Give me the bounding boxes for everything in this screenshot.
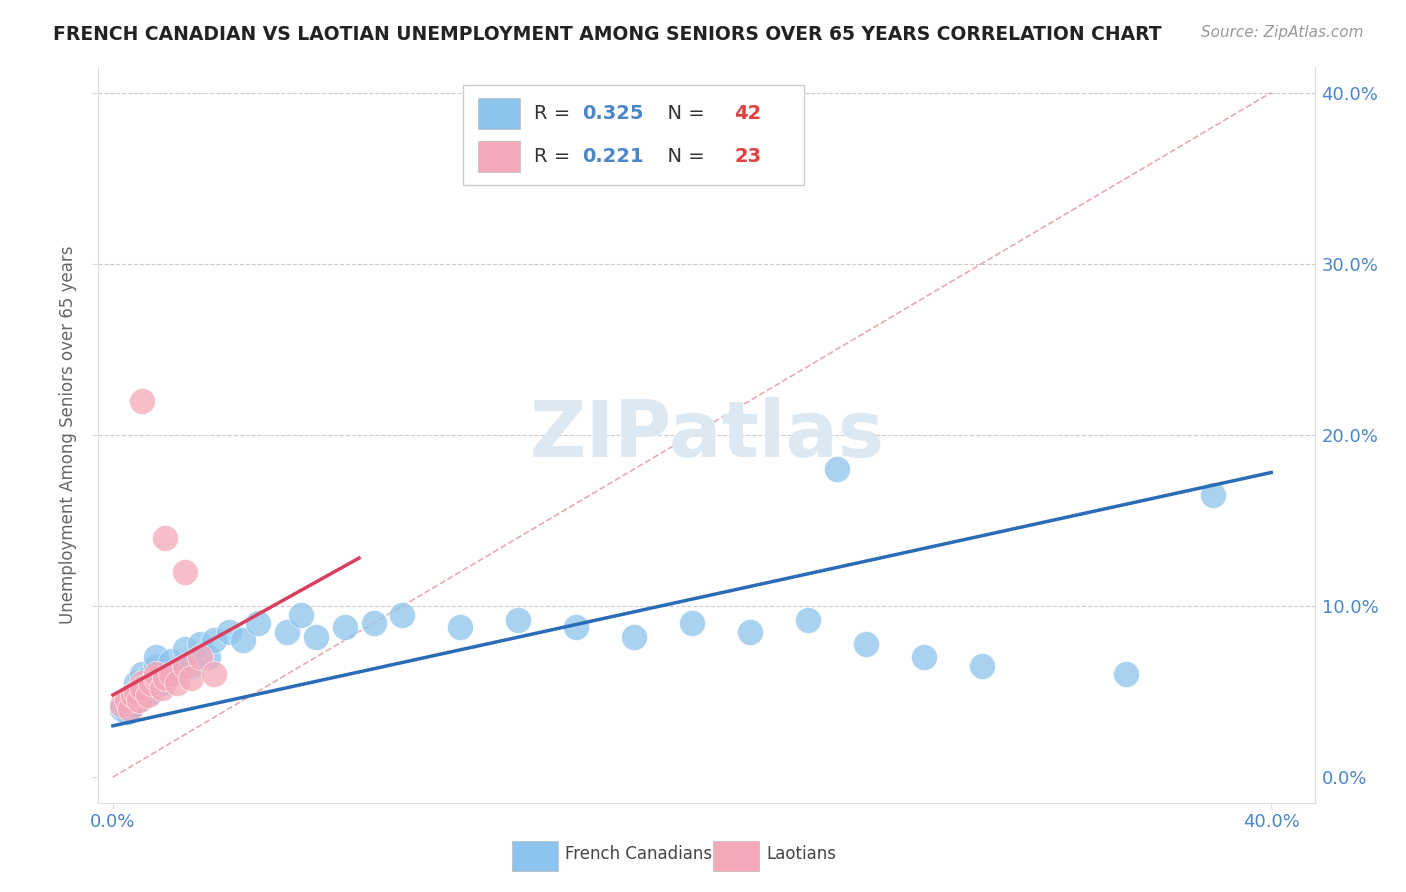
Text: R =: R = [534,103,576,123]
Point [117,693,139,707]
FancyBboxPatch shape [464,86,804,185]
Y-axis label: Unemployment Among Seniors over 65 years: Unemployment Among Seniors over 65 years [59,245,77,624]
Point [150,681,173,695]
Point [153,667,176,681]
Point [197,650,219,665]
Text: Laotians: Laotians [766,846,837,863]
Point [122,698,145,713]
Point [188,650,211,665]
FancyBboxPatch shape [713,841,759,871]
Point [825,462,848,476]
Point [188,637,211,651]
Point [508,613,530,627]
Point [797,613,820,627]
Point [202,667,225,681]
Point [218,624,240,639]
Point [449,619,471,633]
Text: N =: N = [655,147,711,166]
FancyBboxPatch shape [478,141,520,172]
Point [131,667,153,681]
Point [145,667,167,681]
Point [565,619,588,633]
FancyBboxPatch shape [512,841,558,871]
Point [117,705,139,719]
Point [120,701,142,715]
Text: 0.221: 0.221 [582,147,644,166]
Point [128,693,150,707]
Point [1115,667,1137,681]
Text: R =: R = [534,147,576,166]
Point [202,633,225,648]
Point [131,393,153,408]
Point [145,659,167,673]
Point [912,650,935,665]
Point [290,607,312,622]
Point [139,684,162,698]
Point [174,641,197,656]
Point [276,624,298,639]
Point [136,671,159,685]
Point [623,630,645,644]
Point [128,693,150,707]
Point [174,659,197,673]
Point [131,688,153,702]
Point [153,671,176,685]
FancyBboxPatch shape [478,98,520,128]
Point [131,676,153,690]
Point [125,684,148,698]
Text: ZIPatlas: ZIPatlas [529,397,884,473]
Point [363,616,385,631]
Text: 42: 42 [734,103,762,123]
Text: Source: ZipAtlas.com: Source: ZipAtlas.com [1201,25,1364,40]
Point [136,688,159,702]
Point [855,637,877,651]
Point [738,624,761,639]
Point [159,654,181,668]
Point [110,698,132,713]
Point [145,650,167,665]
Point [333,619,356,633]
Point [139,676,162,690]
Text: N =: N = [655,103,711,123]
Point [180,659,202,673]
Point [145,671,167,685]
Point [246,616,269,631]
Point [232,633,254,648]
Point [1202,488,1225,502]
Point [681,616,703,631]
Point [122,688,145,702]
Point [159,667,181,681]
Point [153,531,176,545]
Point [150,676,173,690]
Text: 0.325: 0.325 [582,103,644,123]
Point [166,676,188,690]
Text: FRENCH CANADIAN VS LAOTIAN UNEMPLOYMENT AMONG SENIORS OVER 65 YEARS CORRELATION : FRENCH CANADIAN VS LAOTIAN UNEMPLOYMENT … [53,25,1161,44]
Point [970,659,993,673]
Point [110,701,132,715]
Point [131,681,153,695]
Point [304,630,326,644]
Point [391,607,413,622]
Text: 23: 23 [734,147,762,166]
Point [166,664,188,678]
Text: French Canadians: French Canadians [565,846,713,863]
Point [180,671,202,685]
Point [125,676,148,690]
Point [174,565,197,579]
